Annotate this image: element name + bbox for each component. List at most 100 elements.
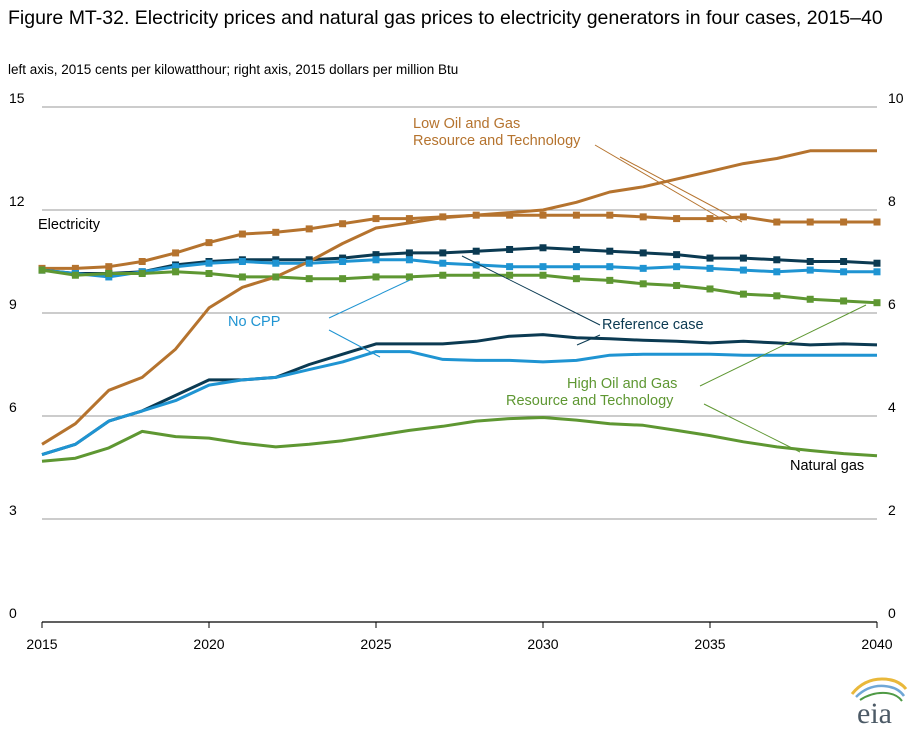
series-marker	[71, 264, 79, 272]
series-marker	[873, 268, 881, 276]
series-marker	[506, 263, 514, 271]
series-marker	[372, 251, 380, 259]
gridlines	[41, 106, 878, 628]
series-marker	[506, 271, 514, 279]
series-marker	[572, 211, 580, 219]
series-marker	[405, 273, 413, 281]
series-marker	[739, 290, 747, 298]
x-tick-label: 2035	[694, 636, 725, 652]
x-tick-label: 2040	[861, 636, 892, 652]
series-marker	[238, 230, 246, 238]
annotation-leader-line	[619, 156, 743, 223]
y-left-tick-label: 9	[9, 296, 17, 312]
series-marker	[739, 254, 747, 262]
y-left-tick-label: 3	[9, 502, 17, 518]
series-marker	[372, 256, 380, 264]
x-tick-label: 2020	[193, 636, 224, 652]
annotation-leader-line	[594, 144, 728, 223]
series-marker	[405, 256, 413, 264]
series-marker	[773, 218, 781, 226]
series-marker	[806, 258, 814, 265]
eia-logo: eia	[850, 677, 908, 730]
y-right-tick-label: 0	[888, 605, 896, 621]
annotation-leader-line	[461, 255, 601, 326]
series-marker	[706, 254, 714, 262]
series-marker	[272, 259, 280, 267]
series-marker	[639, 213, 647, 221]
series-marker	[205, 239, 213, 247]
series-marker	[372, 215, 380, 223]
series-marker	[706, 264, 714, 272]
series-marker	[773, 268, 781, 276]
y-right-tick-label: 2	[888, 502, 896, 518]
annotation-leader-line	[703, 403, 801, 453]
annotation-low-line2: Resource and Technology	[413, 133, 581, 149]
y-right-tick-label: 10	[888, 90, 904, 106]
series-marker	[305, 259, 313, 267]
series-marker	[706, 215, 714, 223]
series-marker	[138, 258, 146, 265]
series-marker	[639, 264, 647, 272]
annotation-leader-line	[699, 304, 867, 387]
series-marker	[806, 266, 814, 274]
eia-logo-sun-icon	[850, 677, 908, 695]
series-marker	[806, 218, 814, 226]
series-marker	[673, 251, 681, 259]
series-marker	[840, 258, 848, 265]
y-left-tick-label: 0	[9, 605, 17, 621]
series-marker	[739, 266, 747, 274]
series-marker	[472, 247, 480, 255]
series-marker	[339, 258, 347, 265]
annotation-electricity: Electricity	[38, 217, 101, 233]
series-marker	[405, 249, 413, 257]
annotation-high-line1: High Oil and Gas	[567, 376, 677, 392]
series-marker	[539, 211, 547, 219]
series-marker	[873, 299, 881, 307]
series-marker	[840, 218, 848, 226]
series-marker	[639, 249, 647, 257]
series-marker	[439, 213, 447, 221]
series-marker	[572, 263, 580, 271]
x-tick-label: 2025	[360, 636, 391, 652]
annotation-low-line1: Low Oil and Gas	[413, 116, 520, 132]
series-marker	[873, 259, 881, 267]
annotation-leaders	[328, 144, 867, 453]
y-left-tick-label: 6	[9, 399, 17, 415]
tick-labels: 0 3 6 9 12 15 0 2 4 6 8 10 2015 2020 2025 2030 2035 2040	[9, 90, 904, 652]
series-line	[41, 268, 878, 305]
series-line	[41, 258, 877, 279]
eia-logo-text: eia	[857, 697, 892, 730]
series-marker	[739, 213, 747, 221]
series-marker	[506, 211, 514, 219]
series-marker	[105, 263, 113, 271]
series-marker	[439, 249, 447, 257]
series-marker	[639, 280, 647, 288]
series-marker	[71, 271, 79, 279]
x-tick-label: 2030	[527, 636, 558, 652]
series-line	[41, 149, 877, 446]
series-line	[41, 246, 878, 275]
series-marker	[572, 275, 580, 283]
series-marker	[138, 270, 146, 278]
series-marker	[506, 245, 514, 253]
series-marker	[238, 258, 246, 265]
y-left-tick-label: 12	[9, 193, 25, 209]
series-marker	[205, 259, 213, 267]
series-marker	[472, 271, 480, 279]
series-marker	[405, 215, 413, 223]
chart-subtitle: left axis, 2015 cents per kilowatthour; …	[8, 62, 459, 77]
x-tick-label: 2015	[26, 636, 57, 652]
series-marker	[539, 271, 547, 279]
annotation-natural-gas: Natural gas	[790, 458, 864, 474]
series-marker	[539, 263, 547, 271]
series-line	[41, 416, 878, 463]
series-marker	[806, 295, 814, 303]
series-marker	[372, 273, 380, 281]
series-marker	[205, 270, 213, 278]
series-marker	[706, 285, 714, 293]
series-line	[42, 213, 877, 270]
series-marker	[439, 259, 447, 267]
series-marker	[172, 268, 180, 276]
series-marker	[339, 220, 347, 228]
